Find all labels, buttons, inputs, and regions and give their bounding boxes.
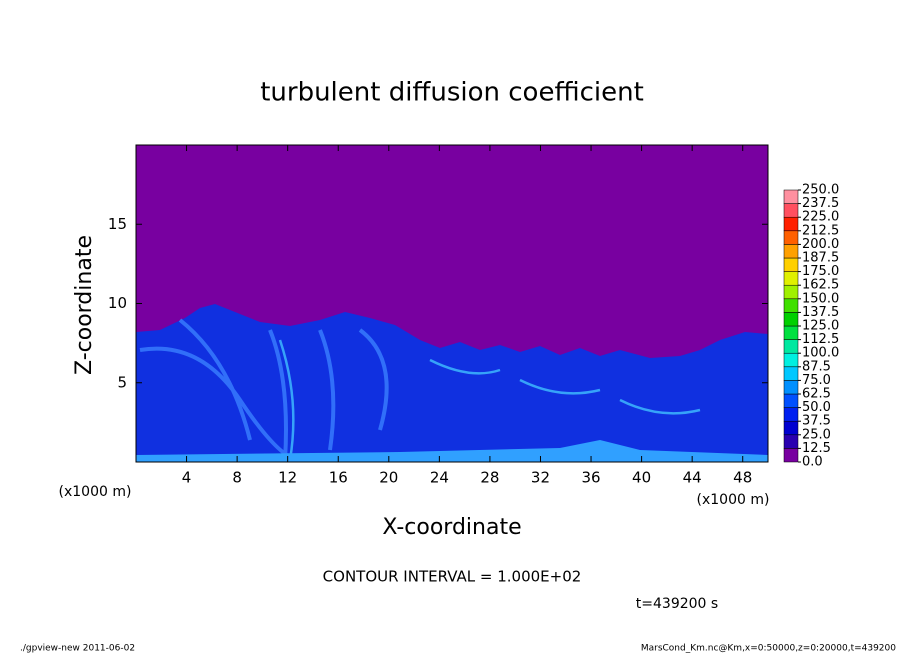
colorbar-swatch bbox=[783, 271, 799, 286]
y-tick-label: 5 bbox=[117, 373, 127, 391]
chart-title: turbulent diffusion coefficient bbox=[260, 78, 644, 108]
colorbar-label: 250.0 bbox=[802, 183, 839, 198]
time-label: t=439200 s bbox=[636, 596, 718, 612]
y-axis-label: Z-coordinate bbox=[72, 235, 97, 375]
colorbar-label: 0.0 bbox=[802, 455, 823, 470]
colorbar-label: 37.5 bbox=[802, 414, 831, 429]
colorbar-label: 100.0 bbox=[802, 346, 839, 361]
colorbar-label: 212.5 bbox=[802, 223, 839, 238]
colorbar-swatch bbox=[783, 244, 799, 259]
footer-left: ./gpview-new 2011-06-02 bbox=[20, 644, 135, 654]
field bbox=[135, 144, 769, 463]
colorbar-swatch bbox=[783, 203, 799, 218]
colorbar-swatch bbox=[783, 380, 799, 395]
colorbar-swatch bbox=[783, 393, 799, 408]
colorbar-swatch bbox=[783, 216, 799, 232]
colorbar-swatch bbox=[783, 298, 799, 313]
colorbar-label: 12.5 bbox=[802, 441, 831, 456]
colorbar-swatch bbox=[783, 257, 799, 272]
surface-layer bbox=[136, 440, 768, 462]
y-tick-label: 15 bbox=[108, 215, 127, 233]
streaks bbox=[139, 318, 389, 462]
colorbar-swatch bbox=[783, 420, 799, 436]
colorbar-swatch bbox=[783, 230, 799, 245]
colorbar-label: 87.5 bbox=[802, 359, 831, 374]
x-tick-label: 44 bbox=[683, 469, 702, 487]
colorbar-label: 75.0 bbox=[802, 373, 831, 388]
y-unit: (x1000 m) bbox=[59, 484, 132, 500]
x-unit: (x1000 m) bbox=[697, 492, 770, 508]
colorbar-swatch bbox=[783, 366, 799, 381]
x-tick-label: 16 bbox=[329, 469, 348, 487]
y-tick-label: 10 bbox=[108, 294, 127, 312]
x-tick-label: 48 bbox=[733, 469, 752, 487]
x-tick-label: 40 bbox=[632, 469, 651, 487]
colorbar-swatch bbox=[783, 448, 799, 463]
x-tick-label: 12 bbox=[278, 469, 297, 487]
x-tick-label: 8 bbox=[232, 469, 242, 487]
colorbar-label: 112.5 bbox=[802, 332, 839, 347]
x-tick-label: 4 bbox=[182, 469, 192, 487]
colorbar-swatch bbox=[783, 325, 799, 340]
colorbar-label: 125.0 bbox=[802, 319, 839, 334]
x-tick-label: 24 bbox=[430, 469, 449, 487]
x-tick-label: 36 bbox=[581, 469, 600, 487]
x-tick-label: 20 bbox=[379, 469, 398, 487]
colorbar-label: 162.5 bbox=[802, 278, 839, 293]
colorbar-label: 137.5 bbox=[802, 305, 839, 320]
x-axis-label: X-coordinate bbox=[382, 515, 521, 540]
colorbar-label: 150.0 bbox=[802, 291, 839, 306]
colorbar-swatch bbox=[783, 312, 799, 327]
x-tick-label: 32 bbox=[531, 469, 550, 487]
colorbar-swatch bbox=[783, 407, 799, 422]
colorbar-label: 175.0 bbox=[802, 264, 839, 279]
colorbar-swatch bbox=[783, 352, 799, 368]
colorbar-label: 225.0 bbox=[802, 210, 839, 225]
colorbar-label: 25.0 bbox=[802, 427, 831, 442]
colorbar-label: 62.5 bbox=[802, 387, 831, 402]
contour-interval: CONTOUR INTERVAL = 1.000E+02 bbox=[323, 568, 582, 586]
footer-right: MarsCond_Km.nc@Km,x=0:50000,z=0:20000,t=… bbox=[641, 644, 896, 654]
x-tick-label: 28 bbox=[480, 469, 499, 487]
colorbar-label: 187.5 bbox=[802, 251, 839, 266]
colorbar-label: 200.0 bbox=[802, 237, 839, 252]
colorbar-label: 237.5 bbox=[802, 196, 839, 211]
streaks bbox=[278, 339, 701, 461]
colorbar-swatch bbox=[783, 434, 799, 449]
colorbar-swatch bbox=[783, 284, 799, 300]
colorbar-label: 50.0 bbox=[802, 400, 831, 415]
colorbar-swatch bbox=[783, 339, 799, 354]
colorbar-swatch bbox=[783, 189, 799, 204]
